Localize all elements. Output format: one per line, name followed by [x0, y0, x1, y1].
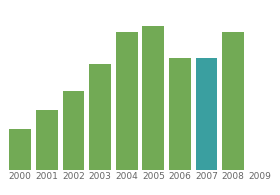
- Bar: [143, 26, 164, 170]
- Bar: [116, 32, 137, 170]
- Bar: [196, 58, 218, 170]
- Bar: [9, 129, 31, 170]
- Bar: [62, 91, 84, 170]
- Bar: [36, 110, 58, 170]
- Bar: [169, 58, 191, 170]
- Bar: [89, 64, 111, 170]
- Bar: [222, 32, 244, 170]
